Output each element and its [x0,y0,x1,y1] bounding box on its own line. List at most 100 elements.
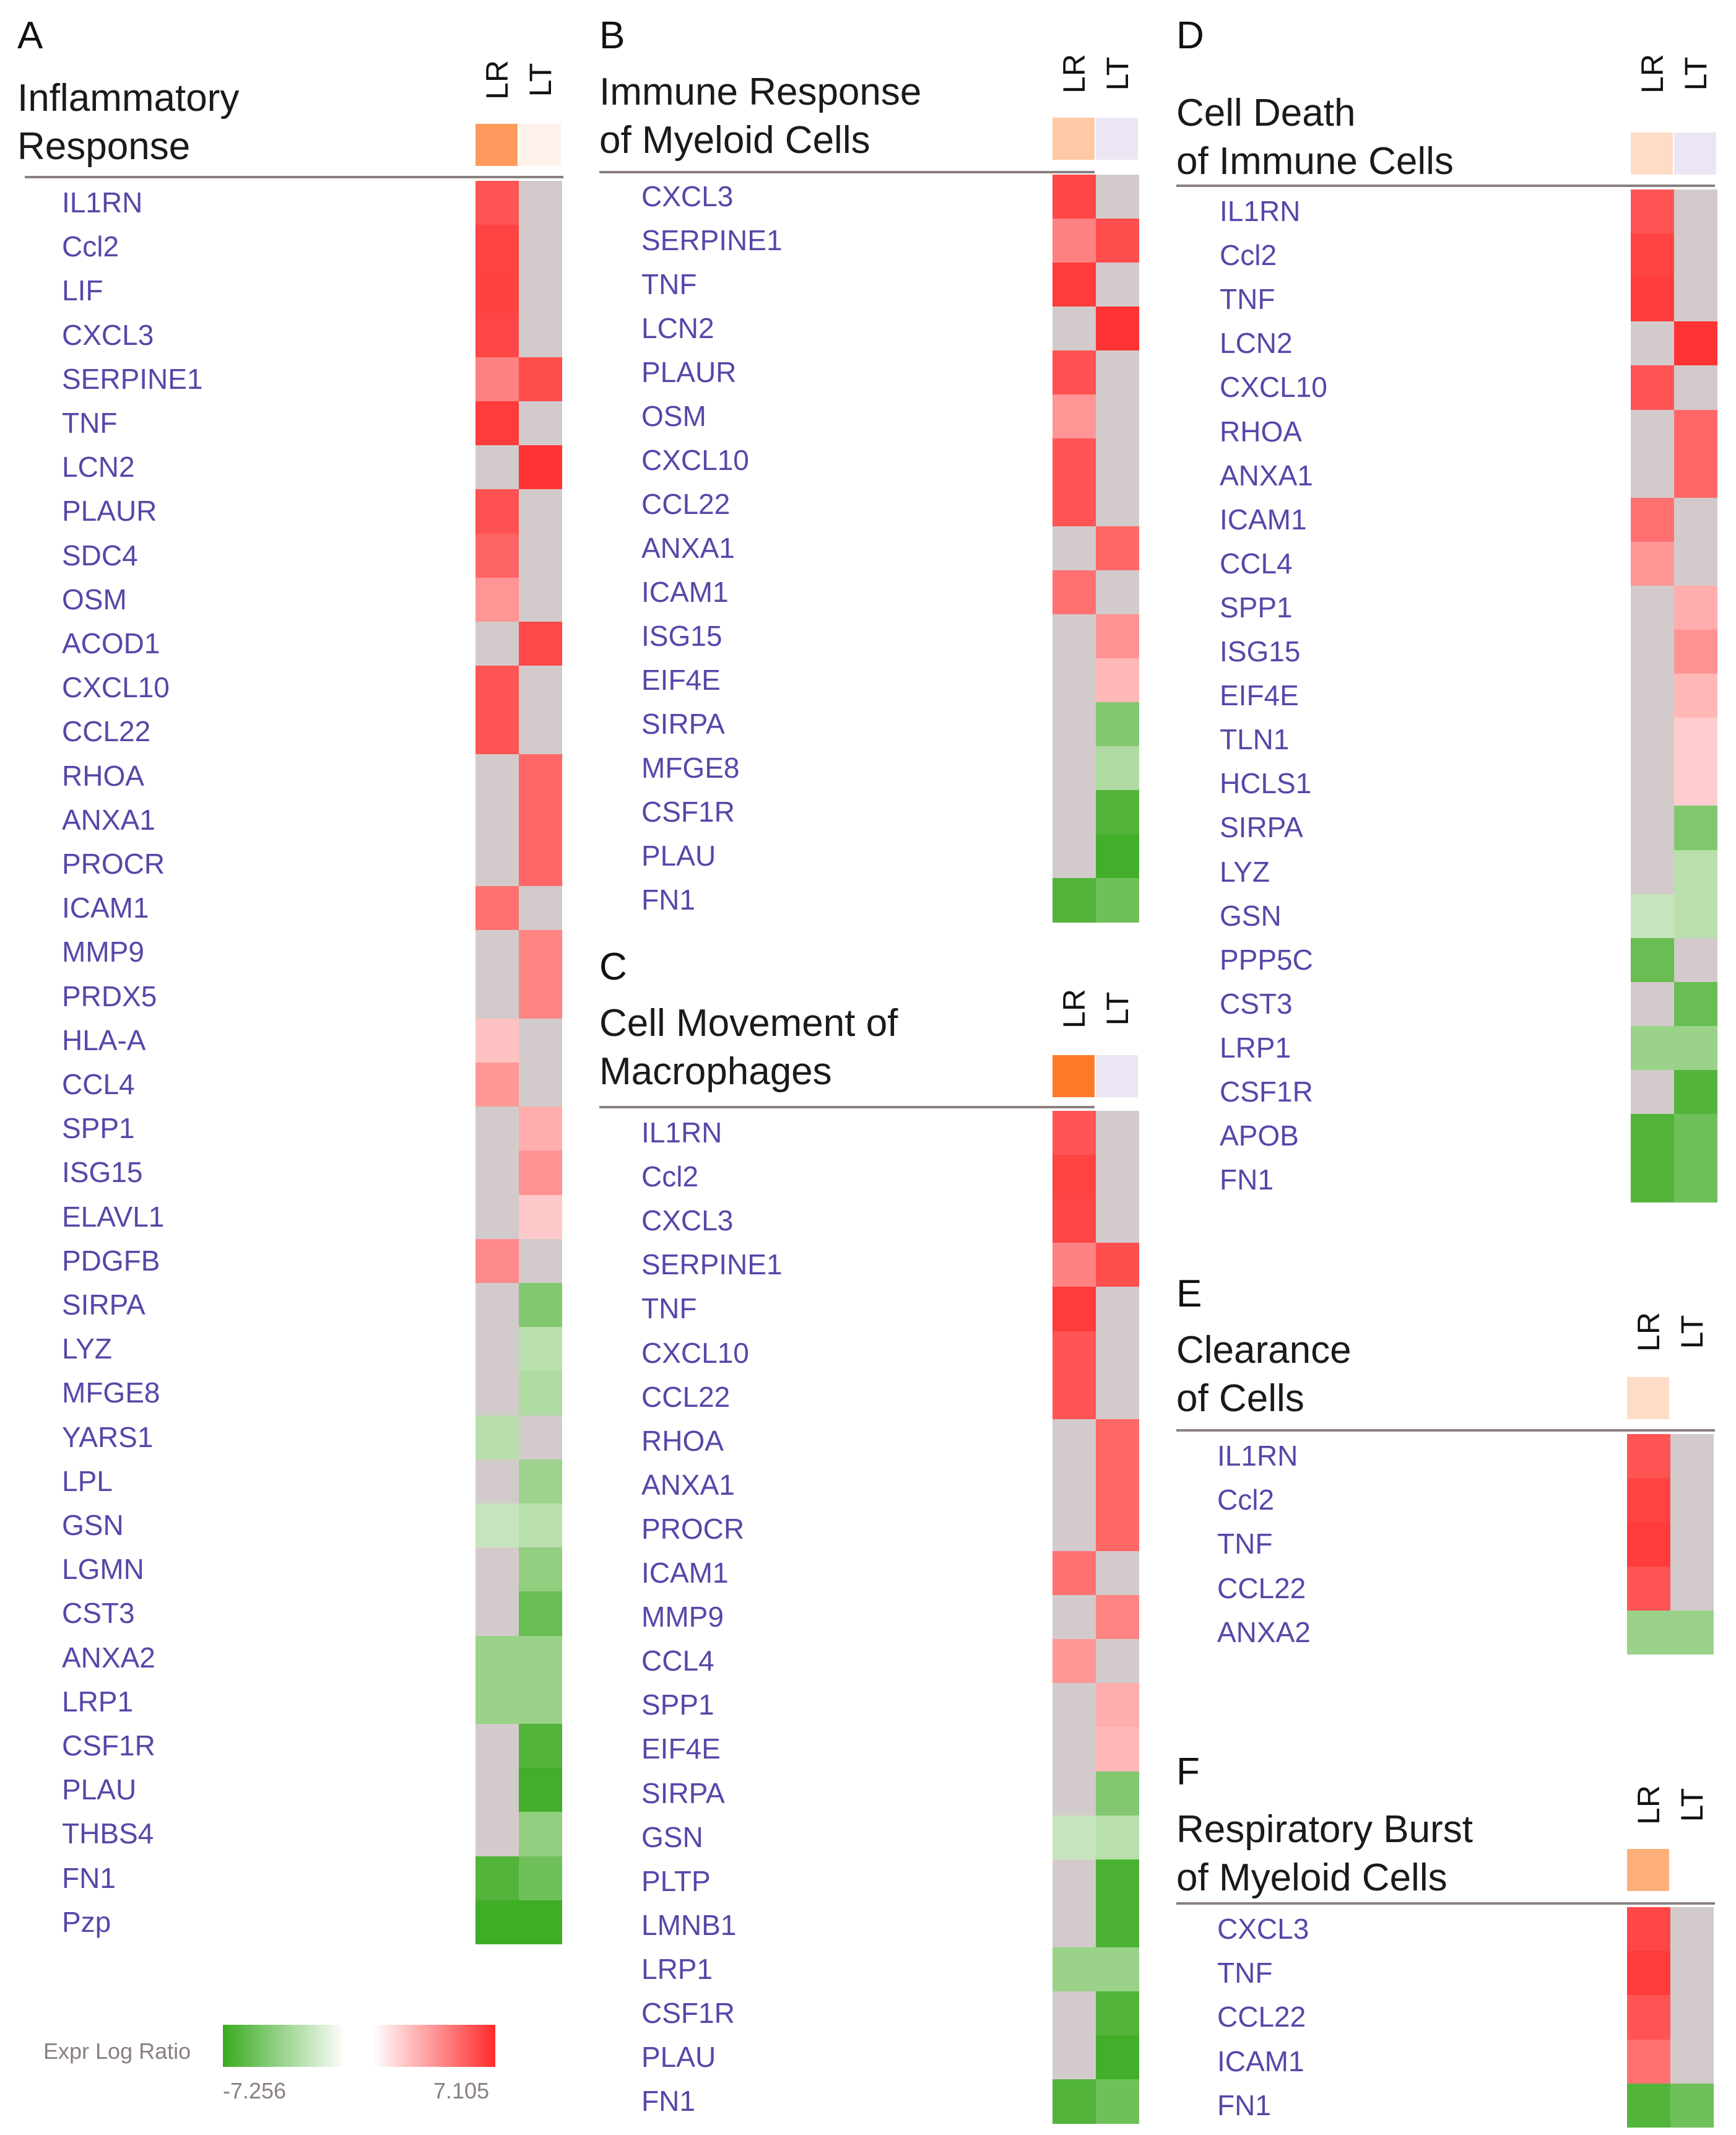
heatmap-cell [519,1459,562,1504]
heatmap-cell [519,1371,562,1416]
heatmap-cell [1052,1331,1096,1376]
heatmap-cell [475,1724,519,1768]
gene-label: CXCL10 [641,444,749,476]
heatmap-cell [1674,630,1717,674]
gene-label: ICAM1 [62,892,149,924]
heatmap-cell [475,1635,519,1681]
gene-label: CST3 [62,1597,135,1630]
heatmap-cell [519,930,562,975]
heatmap-cell [1052,438,1096,483]
gene-label: ISG15 [641,620,723,652]
panel-title-line: Inflammatory [17,77,240,120]
panel-title-line: of Cells [1176,1377,1304,1420]
heatmap-cell [1631,630,1674,674]
heatmap-cell [475,666,519,710]
heatmap-cell [475,930,519,975]
gene-label: GSN [641,1820,703,1853]
gene-label: CCL4 [641,1645,714,1677]
heatmap-cell [1670,2039,1714,2084]
gene-label: TNF [641,268,697,300]
panel-divider [599,171,1095,173]
heatmap-cell [1052,1243,1096,1287]
gene-label: ANXA1 [62,803,155,836]
heatmap-cell [1631,1070,1674,1115]
gene-label: LCN2 [641,312,714,344]
panel-letter: B [599,14,625,57]
heatmap-cell [1052,1287,1096,1331]
heatmap-cell [475,1415,519,1460]
legend-label: Expr Log Ratio [43,2038,191,2064]
heatmap-cell [475,1591,519,1637]
gene-label: CCL4 [62,1068,135,1100]
heatmap-cell [1631,806,1674,850]
heatmap-cell [1674,762,1717,806]
heatmap-cell [1096,1991,1139,2036]
heatmap-cell [519,401,562,446]
heatmap-cell [1627,2083,1670,2128]
column-header-lr: LR [1057,54,1092,93]
heatmap-cell [475,313,519,358]
heatmap-cell [519,1635,562,1681]
gene-label: LCN2 [62,451,135,484]
heatmap-cell [1096,1947,1139,1992]
heatmap-cell [519,577,562,622]
gene-label: Ccl2 [1220,239,1277,272]
heatmap-cell [1052,1595,1096,1640]
heatmap-cell [519,1547,562,1592]
gene-label: SDC4 [62,539,138,572]
heatmap-cell [1052,1727,1096,1772]
gene-label: ICAM1 [641,576,729,608]
heatmap-cell [519,1856,562,1901]
gene-label: ISG15 [62,1156,143,1189]
heatmap-cell [1052,570,1096,615]
heatmap-cell [519,1503,562,1548]
gene-label: EIF4E [1220,679,1299,712]
heatmap-cell [475,1812,519,1857]
heatmap-cell [1670,1522,1714,1567]
gene-label: LRP1 [62,1685,134,1718]
heatmap-cell [1052,1683,1096,1728]
gene-label: LIF [62,274,103,307]
gene-label: SIRPA [1220,811,1303,844]
heatmap-cell [475,357,519,402]
gene-label: HCLS1 [1220,767,1312,800]
heatmap-cell [1096,1683,1139,1728]
heatmap-cell [1052,878,1096,923]
heatmap-cell [519,225,562,269]
heatmap-cell [1631,365,1674,410]
gene-label: PROCR [62,848,165,880]
heatmap-cell [1052,1903,1096,1948]
heatmap-cell [519,710,562,755]
panel-divider [1176,1429,1715,1432]
heatmap-cell [1052,1771,1096,1816]
heatmap-cell [1096,1287,1139,1331]
gene-label: FN1 [1220,1163,1274,1196]
gene-label: FN1 [641,2085,695,2118]
panel-title-line: Cell Movement of [599,1002,898,1045]
heatmap-cell [1052,1375,1096,1420]
heatmap-cell [1670,2083,1714,2128]
panel-title-line: Macrophages [599,1050,832,1093]
heatmap-cell [475,1194,519,1240]
gene-label: CCL4 [1220,547,1293,580]
panel-title-line: Immune Response [599,71,922,113]
heatmap-cell [1096,1155,1139,1199]
heatmap-cell [1052,746,1096,791]
gene-label: CCL22 [62,715,151,748]
heatmap-cell [1631,762,1674,806]
heatmap-cell [1627,1566,1670,1611]
heatmap-cell [1096,1551,1139,1596]
gene-label: TNF [1217,1957,1273,1989]
heatmap-cell [1096,658,1139,703]
heatmap-cell [1052,219,1096,263]
gene-label: ICAM1 [641,1557,729,1589]
heatmap-cell [1052,658,1096,703]
column-swatch-lt [1670,1377,1712,1419]
gene-label: RHOA [641,1424,724,1457]
gene-label: SIRPA [641,708,725,740]
panel-letter: A [17,14,43,57]
column-swatch-lr [1052,1055,1095,1097]
gene-label: PLAU [641,2041,716,2074]
column-swatch-lr [1627,1377,1669,1419]
gene-label: CCL22 [1217,2001,1306,2033]
